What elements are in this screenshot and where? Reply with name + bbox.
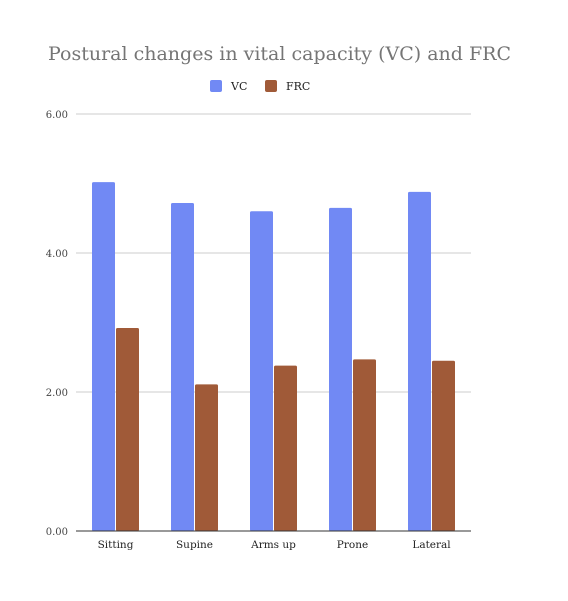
bar-frc-lateral (432, 360, 455, 531)
x-tick-label: Supine (176, 539, 213, 551)
bar-frc-arms-up (274, 365, 297, 531)
bar-vc-sitting (92, 182, 115, 532)
bar-vc-supine (171, 202, 194, 531)
legend-label-vc: VC (230, 80, 247, 93)
bar-frc-sitting (116, 328, 139, 531)
y-axis: 0.00 2.00 4.00 6.00 (46, 110, 68, 538)
x-tick-label: Arms up (250, 539, 296, 551)
bar-frc-supine (195, 384, 218, 531)
x-tick-label: Lateral (412, 539, 451, 551)
y-tick-label: 2.00 (46, 388, 68, 399)
chart-title: Postural changes in vital capacity (VC) … (48, 43, 511, 65)
bar-vc-arms-up (250, 211, 273, 532)
legend-swatch-frc (265, 80, 277, 92)
gridlines (76, 113, 471, 393)
legend: VC FRC (210, 80, 310, 93)
legend-swatch-vc (210, 80, 222, 92)
y-tick-label: 0.00 (46, 527, 68, 538)
bar-vc-lateral (408, 191, 431, 531)
x-tick-label: Sitting (98, 539, 134, 551)
y-tick-label: 6.00 (46, 110, 68, 121)
bars (92, 182, 455, 532)
legend-label-frc: FRC (286, 80, 310, 93)
x-tick-label: Prone (337, 539, 368, 551)
y-tick-label: 4.00 (46, 249, 68, 260)
bar-frc-prone (353, 359, 376, 531)
x-axis: Sitting Supine Arms up Prone Lateral (76, 530, 471, 551)
bar-vc-prone (329, 207, 352, 531)
